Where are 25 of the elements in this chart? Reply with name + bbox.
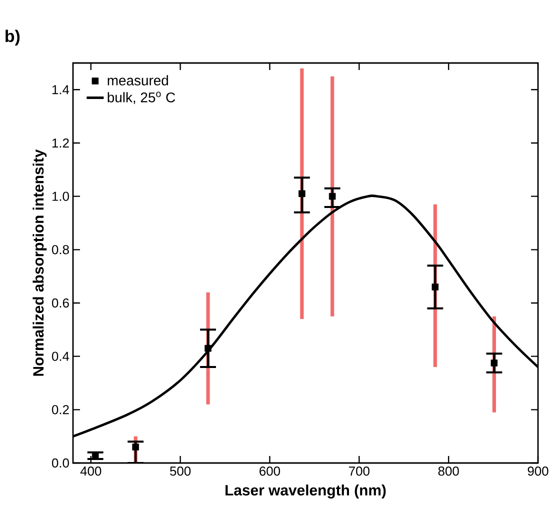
chart-title: b) xyxy=(6,30,20,46)
point xyxy=(490,360,498,366)
point xyxy=(204,344,212,352)
point xyxy=(328,192,336,200)
y-tick-label: 1.2 xyxy=(52,138,69,148)
x-tick-label: 500 xyxy=(170,466,191,476)
y-tick-label: 1.0 xyxy=(52,192,69,201)
bar xyxy=(330,76,334,316)
x-tick-label: 900 xyxy=(528,466,548,476)
y-tick-label: 0.0 xyxy=(52,458,69,468)
x-tick-label: 700 xyxy=(349,466,370,476)
y-axis-title: Normalized absorption intensity xyxy=(32,149,47,376)
x-tick-label: 600 xyxy=(260,466,280,476)
x-tick-label: 400 xyxy=(80,466,102,476)
y-tick-label: 0.6 xyxy=(52,298,69,308)
y-tick-label: 0.8 xyxy=(52,245,69,254)
y-tick-label: 1.4 xyxy=(52,85,70,94)
y-tick-label: 0.4 xyxy=(52,352,70,361)
legend-label: measured xyxy=(108,75,168,86)
point xyxy=(298,190,306,198)
point xyxy=(432,284,439,290)
x-axis-title: Laser wavelength (nm) xyxy=(226,484,386,499)
legend-label: bulk, 25$^{o}$ C xyxy=(108,92,176,104)
y-tick-label: 0.2 xyxy=(52,405,69,414)
x-tick-label: 800 xyxy=(438,466,459,476)
